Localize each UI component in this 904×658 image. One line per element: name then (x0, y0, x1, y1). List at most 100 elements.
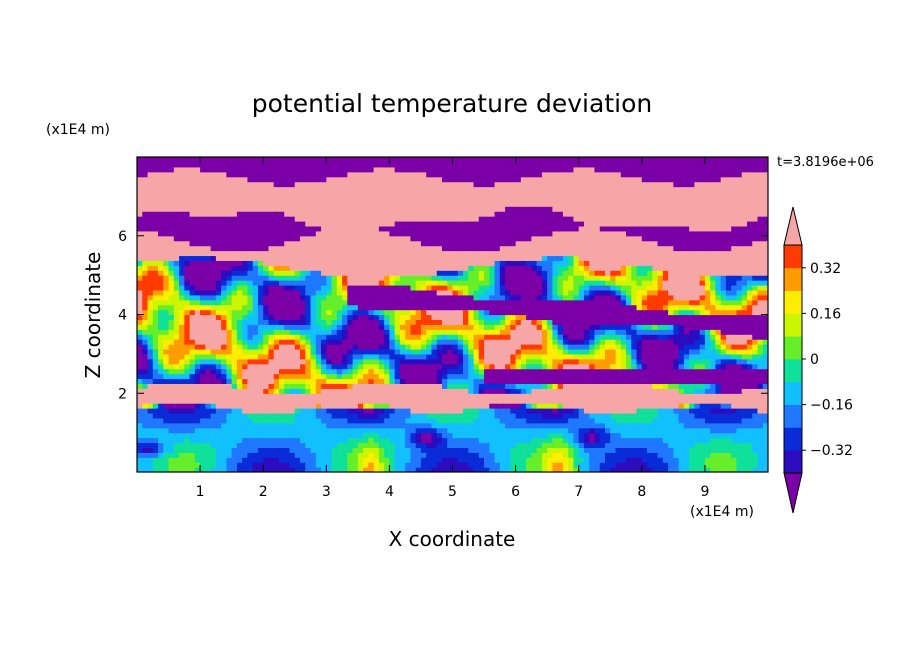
contour-cell (221, 294, 227, 301)
contour-cell (158, 437, 164, 444)
contour-cell (526, 388, 532, 394)
contour-cell (568, 427, 575, 434)
contour-cell (137, 408, 143, 414)
contour-cell (731, 462, 738, 468)
contour-cell (731, 358, 738, 365)
contour-cell (447, 319, 454, 325)
contour-cell (184, 432, 191, 439)
contour-cell (305, 467, 312, 472)
contour-cell (389, 457, 396, 463)
contour-cell (757, 457, 764, 463)
contour-cell (305, 339, 312, 345)
contour-cell (678, 432, 685, 439)
contour-cell (173, 383, 180, 389)
contour-cell (489, 299, 496, 306)
contour-cell (626, 457, 632, 463)
contour-cell (631, 339, 638, 345)
contour-cell (152, 427, 159, 434)
contour-cell (384, 348, 390, 355)
contour-cell (210, 358, 217, 365)
contour-cell (489, 437, 496, 444)
contour-cell (210, 334, 217, 340)
contour-cell (583, 329, 590, 335)
contour-cell (236, 462, 243, 468)
contour-cell (184, 437, 191, 444)
contour-cell (420, 398, 427, 404)
contour-cell (221, 334, 227, 340)
contour-cell (263, 393, 270, 399)
contour-cell (741, 358, 748, 365)
contour-cell (673, 299, 680, 306)
contour-cell (215, 329, 222, 335)
contour-cell (137, 294, 143, 301)
contour-cell (594, 388, 601, 394)
contour-cell (257, 467, 264, 472)
contour-cell (473, 270, 480, 276)
contour-cell (368, 265, 375, 271)
contour-cell (515, 309, 522, 316)
contour-cell (184, 388, 191, 394)
contour-cell (752, 467, 759, 472)
contour-cell (526, 299, 532, 306)
contour-cell (725, 432, 732, 439)
contour-cell (242, 304, 249, 311)
contour-cell (268, 398, 275, 404)
contour-cell (158, 462, 164, 468)
contour-cell (152, 348, 159, 355)
contour-cell (331, 319, 338, 325)
contour-cell (289, 368, 296, 375)
contour-cell (163, 329, 170, 335)
contour-cell (363, 398, 369, 404)
contour-cell (415, 304, 422, 311)
contour-cell (536, 348, 543, 355)
contour-cell (620, 393, 627, 399)
contour-cell (315, 373, 322, 380)
contour-cell (168, 309, 175, 316)
contour-cell (194, 373, 201, 380)
contour-cell (557, 358, 564, 365)
contour-cell (457, 314, 464, 321)
contour-cell (589, 319, 596, 325)
contour-cell (615, 462, 622, 468)
contour-cell (184, 373, 191, 380)
contour-cell (594, 314, 601, 321)
contour-cell (426, 270, 433, 276)
contour-cell (573, 319, 580, 325)
contour-cell (158, 329, 164, 335)
contour-cell (599, 383, 606, 389)
contour-cell (152, 412, 159, 419)
contour-cell (731, 334, 738, 340)
contour-cell (725, 412, 732, 419)
contour-cell (310, 462, 317, 468)
contour-cell (179, 299, 185, 306)
contour-cell (463, 368, 469, 375)
contour-cell (499, 378, 506, 384)
contour-cell (236, 304, 243, 311)
contour-cell (578, 329, 585, 335)
contour-cell (268, 388, 275, 394)
contour-cell (720, 339, 727, 345)
contour-cell (746, 467, 753, 472)
contour-cell (731, 457, 738, 463)
contour-cell (683, 393, 690, 399)
contour-cell (657, 304, 664, 311)
contour-cell (394, 427, 401, 434)
contour-cell (447, 280, 454, 286)
contour-cell (273, 358, 280, 365)
contour-cell (752, 275, 759, 281)
contour-cell (205, 398, 212, 404)
contour-cell (410, 408, 417, 414)
contour-cell (473, 334, 480, 340)
contour-cell (189, 432, 196, 439)
contour-cell (158, 383, 164, 389)
contour-cell (278, 304, 285, 311)
contour-cell (578, 363, 585, 370)
contour-cell (562, 368, 569, 375)
contour-cell (405, 393, 412, 399)
contour-cell (263, 447, 270, 453)
contour-cell (315, 383, 322, 389)
contour-cell (715, 457, 722, 463)
contour-cell (247, 324, 254, 330)
contour-cell (568, 378, 575, 384)
contour-cell (484, 324, 490, 330)
